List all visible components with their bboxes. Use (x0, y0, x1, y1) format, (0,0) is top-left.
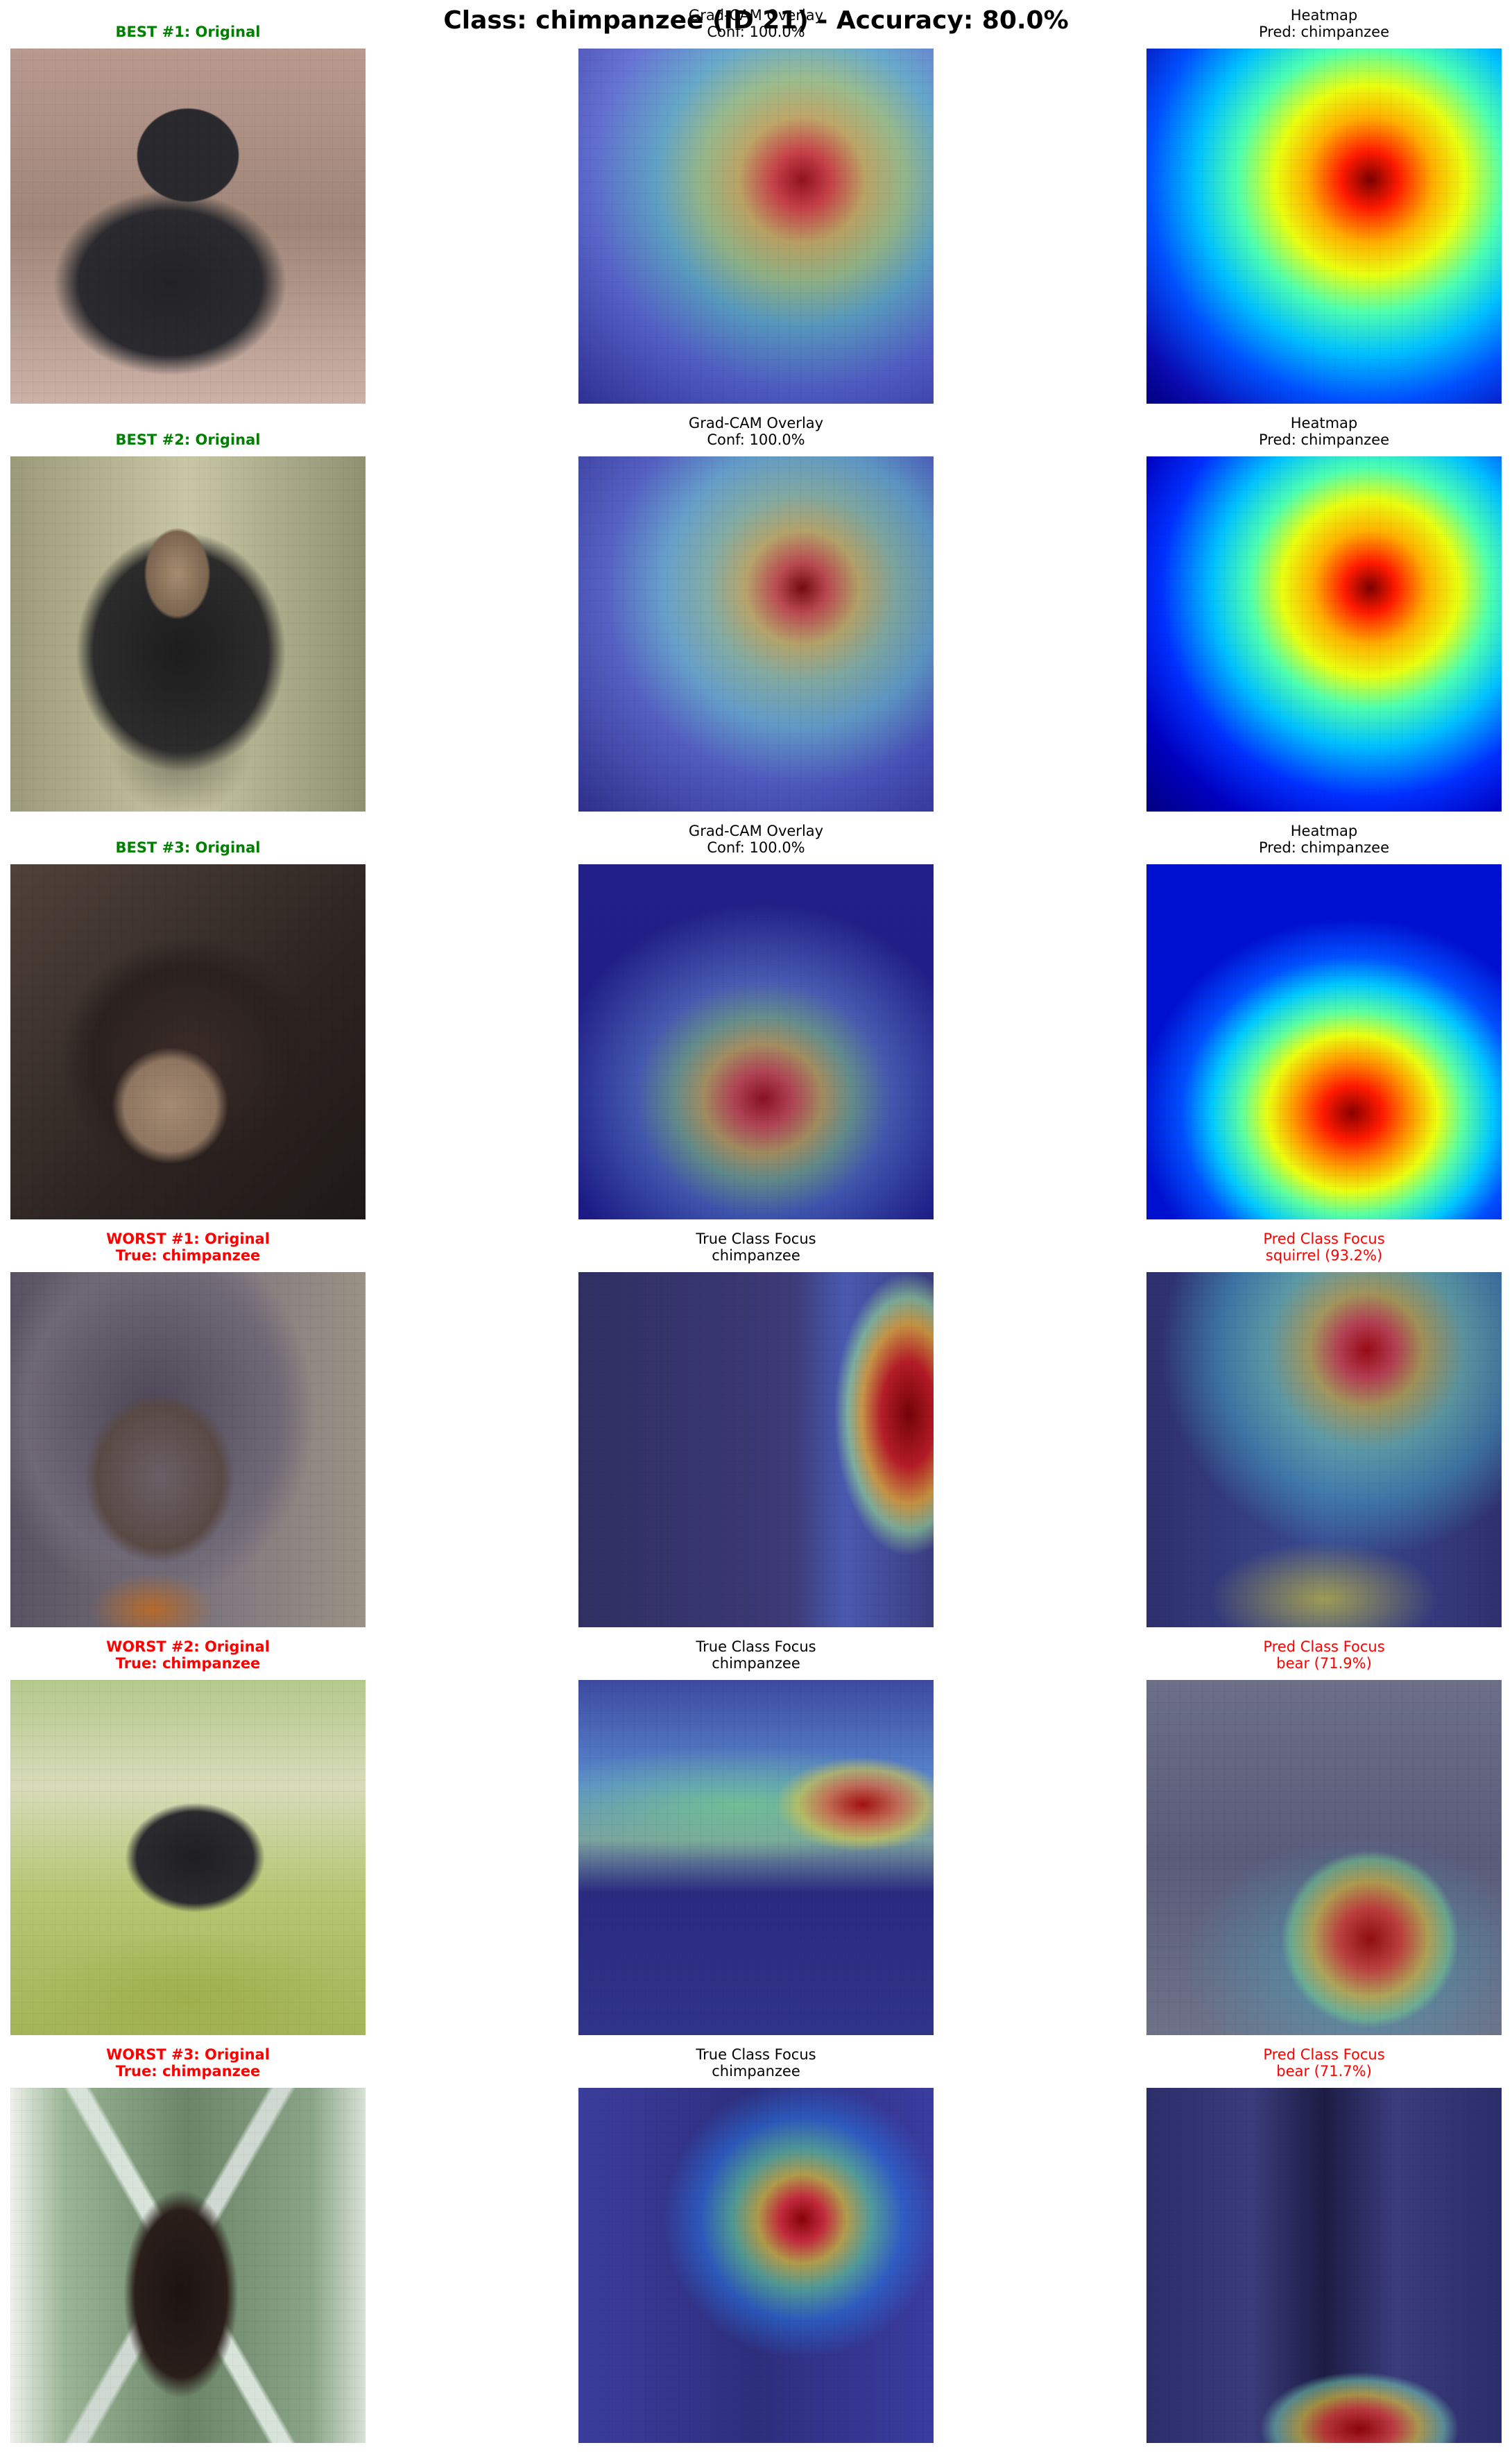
pred-class-focus-image (1146, 1272, 1502, 1627)
gradcam-overlay-image (578, 864, 934, 1219)
panel-title-line2: bear (71.7%) (1276, 2063, 1372, 2080)
panel-title-line1: True Class Focus (696, 1231, 816, 1247)
panel-title-line1: Heatmap (1290, 415, 1358, 431)
panel-title: Pred Class Focus bear (71.9%) (1146, 1638, 1502, 1674)
figure-title: Class: chimpanzee (ID 21) - Accuracy: 80… (443, 6, 1069, 35)
panel-title-line1: Pred Class Focus (1263, 1638, 1385, 1655)
heatmap-image (1146, 49, 1502, 404)
panel-title-line1: BEST #2: Original (115, 431, 261, 448)
panel-title-line1: Grad-CAM Overlay (688, 415, 824, 431)
panel-title: Grad-CAM Overlay Conf: 100.0% (578, 415, 934, 451)
panel-title-line1: True Class Focus (696, 2046, 816, 2063)
panel-title: BEST #3: Original (10, 839, 366, 875)
panel-title-line1: Heatmap (1290, 823, 1358, 839)
gradcam-overlay-image (578, 49, 934, 404)
original-image (10, 456, 366, 812)
heatmap-image (1146, 864, 1502, 1219)
true-class-focus-image (578, 1272, 934, 1627)
panel-title: Grad-CAM Overlay Conf: 100.0% (578, 7, 934, 43)
panel-title-line2: Conf: 100.0% (707, 24, 805, 40)
panel-title: Heatmap Pred: chimpanzee (1146, 415, 1502, 451)
panel-title-line1: Pred Class Focus (1263, 1231, 1385, 1247)
original-image (10, 2088, 366, 2443)
panel-title-line2: bear (71.9%) (1276, 1655, 1372, 1672)
panel-title-line1: True Class Focus (696, 1638, 816, 1655)
panel-title-line2: chimpanzee (712, 1247, 800, 1264)
true-class-focus-image (578, 2088, 934, 2443)
panel-title-line1: Grad-CAM Overlay (688, 823, 824, 839)
panel-title-line2: Pred: chimpanzee (1259, 431, 1389, 448)
pred-class-focus-image (1146, 2088, 1502, 2443)
panel-title-line1: WORST #3: Original (106, 2046, 270, 2063)
panel-title-line1: WORST #1: Original (106, 1231, 270, 1247)
panel-title: BEST #2: Original (10, 431, 366, 468)
true-class-focus-image (578, 1680, 934, 2035)
original-image (10, 1680, 366, 2035)
panel-title-line2: Pred: chimpanzee (1259, 839, 1389, 856)
panel-title-line2: Conf: 100.0% (707, 431, 805, 448)
panel-title: Pred Class Focus bear (71.7%) (1146, 2046, 1502, 2082)
panel-title: True Class Focus chimpanzee (578, 1638, 934, 1674)
panel-title-line2: chimpanzee (712, 1655, 800, 1672)
panel-title-line2: True: chimpanzee (115, 1655, 261, 1672)
panel-title-line2: Pred: chimpanzee (1259, 24, 1389, 40)
panel-title: BEST #1: Original (10, 24, 366, 60)
panel-title-line1: Pred Class Focus (1263, 2046, 1385, 2063)
panel-title-line1: Grad-CAM Overlay (688, 7, 824, 24)
panel-title-line1: WORST #2: Original (106, 1638, 270, 1655)
panel-title-line1: BEST #3: Original (115, 839, 261, 856)
panel-title: Heatmap Pred: chimpanzee (1146, 7, 1502, 43)
panel-title: WORST #2: Original True: chimpanzee (10, 1638, 366, 1674)
panel-title-line2: True: chimpanzee (115, 1247, 261, 1264)
pred-class-focus-image (1146, 1680, 1502, 2035)
panel-title-line2: chimpanzee (712, 2063, 800, 2080)
panel-title-line2: True: chimpanzee (115, 2063, 261, 2080)
panel-title: True Class Focus chimpanzee (578, 2046, 934, 2082)
panel-title-line1: BEST #1: Original (115, 24, 261, 40)
gradcam-overlay-image (578, 456, 934, 812)
panel-title: Pred Class Focus squirrel (93.2%) (1146, 1231, 1502, 1267)
panel-title: WORST #3: Original True: chimpanzee (10, 2046, 366, 2082)
panel-title: Heatmap Pred: chimpanzee (1146, 823, 1502, 859)
panel-title-line2: Conf: 100.0% (707, 839, 805, 856)
original-image (10, 49, 366, 404)
panel-title: True Class Focus chimpanzee (578, 1231, 934, 1267)
panel-title: WORST #1: Original True: chimpanzee (10, 1231, 366, 1267)
panel-title-line1: Heatmap (1290, 7, 1358, 24)
panel-title: Grad-CAM Overlay Conf: 100.0% (578, 823, 934, 859)
original-image (10, 864, 366, 1219)
heatmap-image (1146, 456, 1502, 812)
panel-title-line2: squirrel (93.2%) (1265, 1247, 1383, 1264)
original-image (10, 1272, 366, 1627)
